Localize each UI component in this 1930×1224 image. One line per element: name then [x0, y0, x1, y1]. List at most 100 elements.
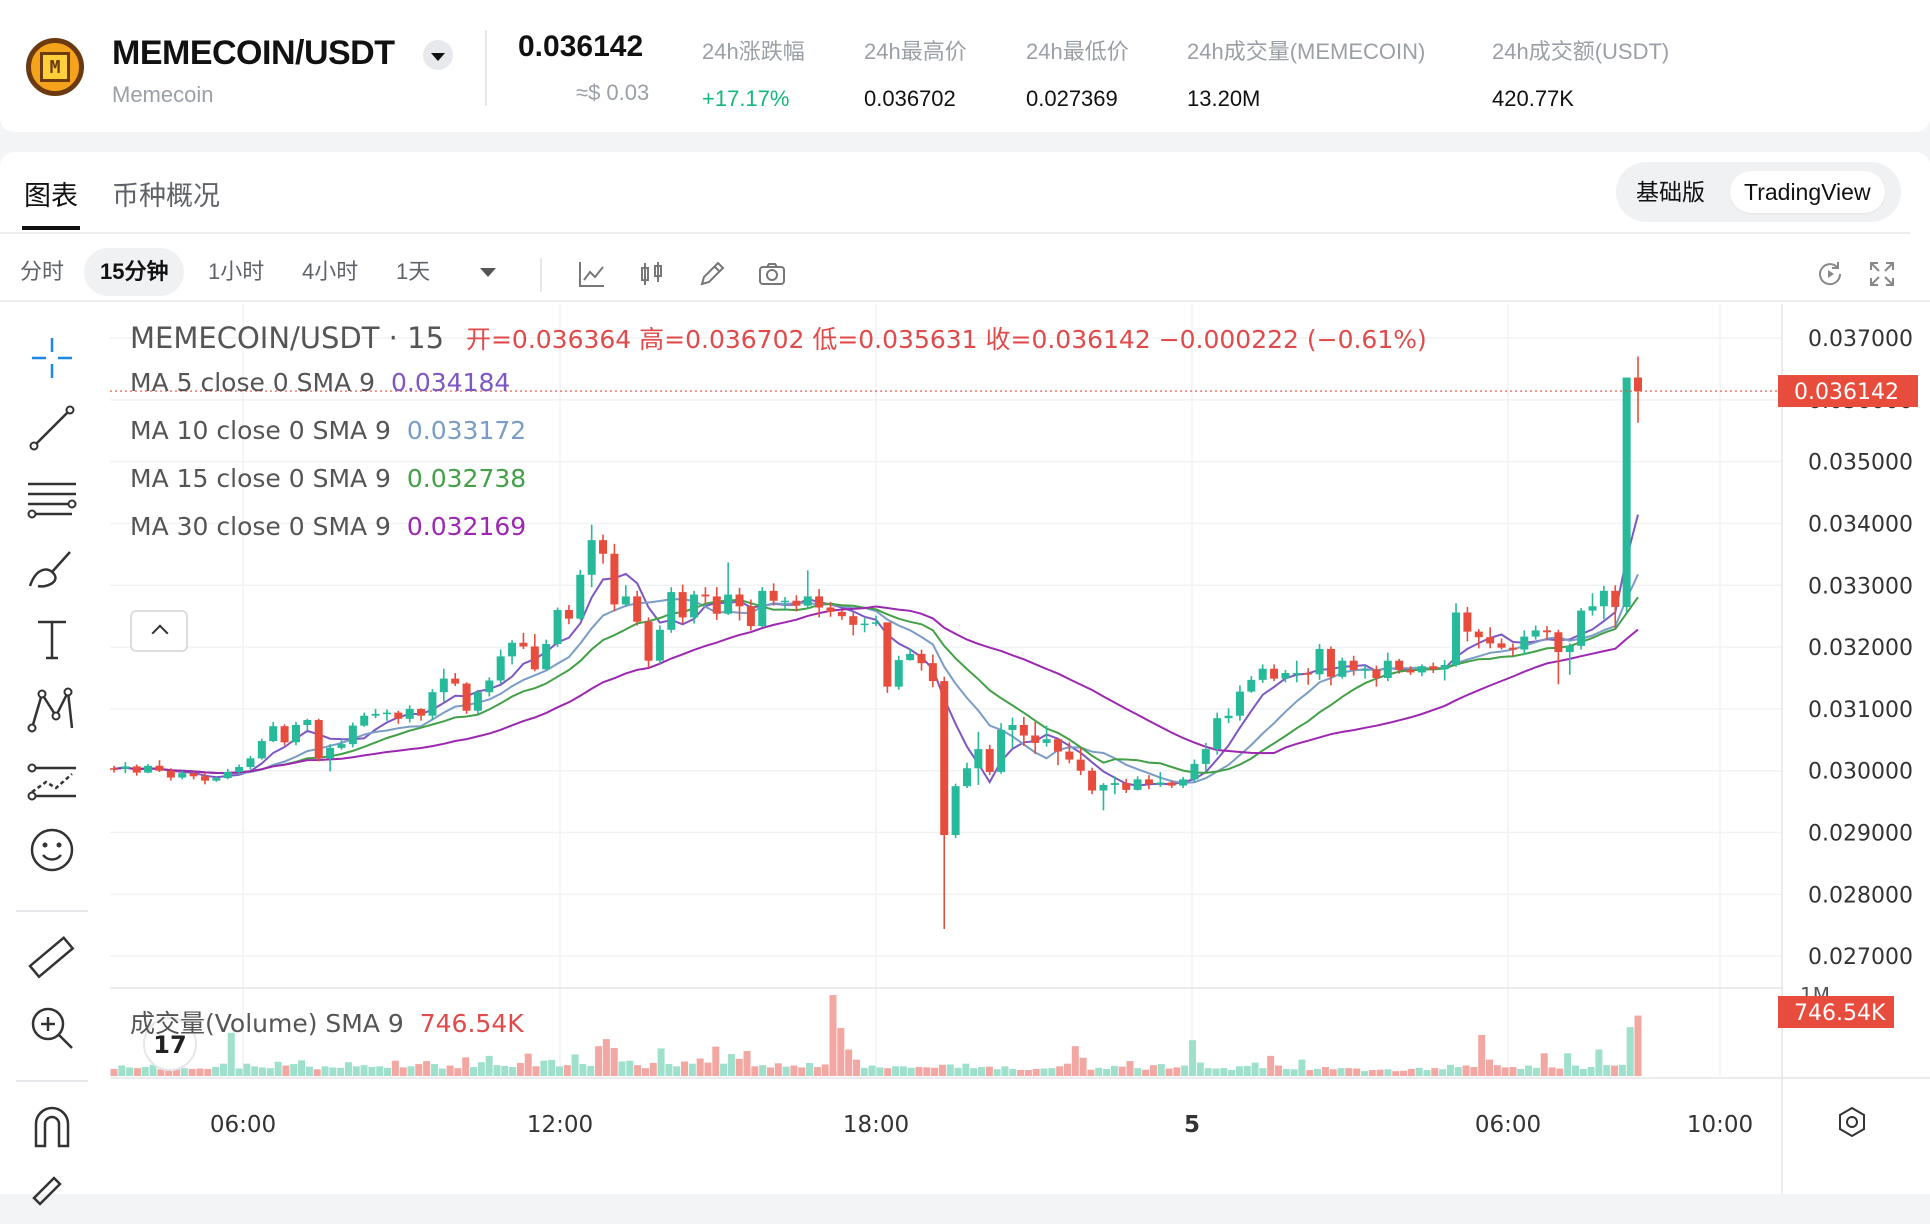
tab-chart[interactable]: 图表	[24, 181, 78, 211]
candle-body	[564, 610, 573, 619]
legend-ma30[interactable]: MA 30 close 0 SMA 9 0.032169	[130, 512, 526, 541]
volume-bar	[282, 1065, 290, 1076]
candle-body	[758, 590, 767, 627]
volume-bar	[1360, 1071, 1368, 1076]
timeframe-4h[interactable]: 4小时	[302, 259, 359, 284]
legend-ma5[interactable]: MA 5 close 0 SMA 9 0.034184	[130, 368, 510, 397]
timeframe-more-chevron-down-icon[interactable]	[480, 268, 496, 277]
prediction-tool-icon[interactable]	[24, 752, 80, 808]
legend-ma15[interactable]: MA 15 close 0 SMA 9 0.032738	[130, 464, 526, 493]
tab-overview[interactable]: 币种概况	[112, 181, 220, 211]
volume-bar	[1611, 1065, 1619, 1076]
brush-icon[interactable]	[24, 542, 80, 598]
x-tick-label: 18:00	[843, 1112, 909, 1138]
tools-divider	[16, 910, 88, 912]
volume-bar	[344, 1062, 352, 1076]
ruler-icon[interactable]	[24, 930, 80, 986]
volume-bar	[1063, 1063, 1071, 1076]
legend-volume-label: 成交量(Volume) SMA 9	[130, 1009, 404, 1038]
volume-bar	[1298, 1059, 1306, 1076]
magnet-icon[interactable]	[24, 1100, 80, 1156]
volume-bar	[1173, 1067, 1181, 1076]
legend-ma10[interactable]: MA 10 close 0 SMA 9 0.033172	[130, 416, 526, 445]
candle-body	[110, 768, 118, 770]
volume-bar	[1540, 1053, 1548, 1076]
candle-body	[428, 692, 437, 716]
watermark-mark: 17	[153, 1031, 186, 1059]
candle-body	[303, 720, 312, 725]
view-basic-button[interactable]: 基础版	[1636, 179, 1705, 205]
draw-pencil-icon[interactable]	[696, 258, 728, 290]
candlestick-chart-svg[interactable]: 0.0370000.0360000.0350000.0340000.033000…	[110, 304, 1930, 1194]
zoom-in-icon[interactable]	[24, 1000, 80, 1056]
candle-style-icon[interactable]	[636, 258, 668, 290]
indicators-chart-icon[interactable]	[576, 258, 608, 290]
timeframe-1d[interactable]: 1天	[396, 259, 431, 284]
volume-bar	[1556, 1068, 1564, 1076]
pair-name[interactable]: MEMECOIN/USDT	[112, 34, 395, 72]
candle-body	[951, 786, 960, 836]
volume-bar	[540, 1060, 548, 1076]
candle-body	[917, 653, 926, 664]
price-chart[interactable]: 0.0370000.0360000.0350000.0340000.033000…	[110, 304, 1930, 1194]
fullscreen-icon[interactable]	[1866, 258, 1898, 290]
emoji-icon[interactable]	[24, 822, 80, 878]
volume-bar	[196, 1068, 204, 1076]
pencil-lock-icon[interactable]	[24, 1168, 80, 1224]
volume-bar	[430, 1064, 438, 1076]
crosshair-icon[interactable]	[24, 330, 80, 386]
refresh-icon[interactable]	[1814, 258, 1846, 290]
candle-body	[314, 720, 323, 759]
candle-body	[1349, 660, 1358, 670]
volume-bar	[251, 1066, 259, 1076]
volume-bar	[1118, 1066, 1126, 1076]
candle-body	[837, 611, 846, 617]
pair-dropdown-button[interactable]	[423, 40, 453, 70]
candle-body	[132, 766, 141, 773]
candle-body	[1053, 739, 1062, 752]
candle-body	[280, 726, 289, 743]
volume-bar	[759, 1065, 767, 1076]
volume-bar	[1220, 1068, 1228, 1076]
volume-bar	[352, 1066, 360, 1076]
timeframe-1h[interactable]: 1小时	[208, 259, 265, 284]
screenshot-camera-icon[interactable]	[756, 258, 788, 290]
volume-bar	[813, 1067, 821, 1076]
volume-bar	[845, 1049, 853, 1076]
view-tradingview-button[interactable]: TradingView	[1730, 171, 1885, 213]
candle-body	[326, 747, 335, 759]
timeframe-line[interactable]: 分时	[20, 259, 65, 284]
text-tool-icon[interactable]	[24, 612, 80, 668]
volume-bar	[837, 1027, 845, 1076]
memecoin-logo-icon: M	[26, 38, 84, 96]
volume-bar	[579, 1064, 587, 1076]
volume-bar	[313, 1069, 321, 1076]
stat-value: 13.20M	[1187, 86, 1261, 111]
candle-body	[1019, 724, 1028, 736]
candle-body	[1554, 632, 1563, 653]
y-tick-label: 0.027000	[1808, 945, 1913, 970]
volume-bar	[852, 1059, 860, 1076]
fib-lines-icon[interactable]	[24, 470, 80, 526]
legend-volume[interactable]: 成交量(Volume) SMA 9 746.54K	[130, 1004, 524, 1040]
volume-bar	[1071, 1046, 1079, 1076]
candle-body	[451, 678, 460, 684]
candle-body	[1065, 751, 1074, 760]
volume-bar	[681, 1061, 689, 1076]
candle-body	[223, 771, 232, 779]
candle-body	[1452, 612, 1461, 666]
legend-collapse-button[interactable]	[130, 610, 188, 652]
volume-bar	[1345, 1068, 1353, 1076]
candle-body	[906, 653, 915, 661]
candle-body	[178, 773, 187, 778]
volume-bar	[1306, 1070, 1314, 1076]
volume-bar	[595, 1046, 603, 1076]
timeframe-15m[interactable]: 15分钟	[84, 248, 185, 296]
candle-body	[678, 592, 687, 618]
candle-body	[496, 656, 505, 681]
pattern-tool-icon[interactable]	[24, 682, 80, 738]
trend-line-icon[interactable]	[24, 400, 80, 456]
stat-turnover: 24h成交额(USDT) 420.77K	[1492, 34, 1669, 112]
chart-settings-shape	[1846, 1116, 1858, 1128]
candle-body	[417, 708, 426, 716]
